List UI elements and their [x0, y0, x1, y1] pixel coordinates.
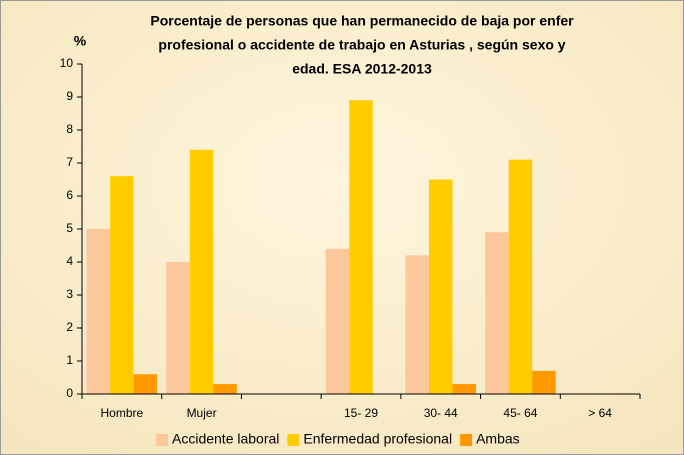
x-tick-label: > 64 — [588, 406, 612, 420]
y-tick-label: 0 — [66, 386, 73, 400]
y-tick-label: 9 — [66, 89, 73, 103]
x-tick-label: 45- 64 — [503, 406, 537, 420]
legend-label: Ambas — [476, 431, 520, 447]
bar — [189, 149, 214, 394]
x-tick-label: 15- 29 — [344, 406, 378, 420]
bar — [428, 179, 453, 394]
x-tick-label: 30- 44 — [424, 406, 458, 420]
bar — [452, 384, 476, 394]
bar — [133, 374, 158, 394]
bar — [485, 232, 509, 394]
chart-title: Porcentaje de personas que han permaneci… — [150, 13, 574, 29]
y-tick-label: 3 — [66, 287, 73, 301]
bar — [213, 384, 237, 394]
y-tick-label: 10 — [60, 56, 74, 70]
bar — [405, 255, 429, 394]
legend-label: Accidente laboral — [172, 431, 279, 447]
x-tick-label: Mujer — [187, 406, 217, 420]
y-tick-label: 8 — [66, 122, 73, 136]
legend-label: Enfermedad profesional — [303, 431, 452, 447]
bar — [325, 248, 350, 394]
legend-swatch — [460, 434, 473, 446]
bar — [349, 100, 373, 395]
chart-title: edad. ESA 2012-2013 — [292, 61, 432, 77]
bar — [110, 176, 134, 394]
y-tick-label: 1 — [66, 353, 73, 367]
bar — [532, 370, 556, 394]
y-axis-label: % — [74, 33, 87, 49]
bar — [508, 159, 533, 394]
y-tick-label: 7 — [66, 155, 73, 169]
y-tick-label: 5 — [66, 221, 73, 235]
y-tick-label: 4 — [66, 254, 73, 268]
y-tick-label: 2 — [66, 320, 73, 334]
bar — [166, 262, 190, 394]
legend-swatch — [287, 434, 300, 446]
x-tick-label: Hombre — [101, 406, 144, 420]
y-tick-label: 6 — [66, 188, 73, 202]
legend-swatch — [156, 434, 168, 446]
bar — [86, 229, 111, 394]
chart-title: profesional o accidente de trabajo en As… — [158, 37, 565, 53]
